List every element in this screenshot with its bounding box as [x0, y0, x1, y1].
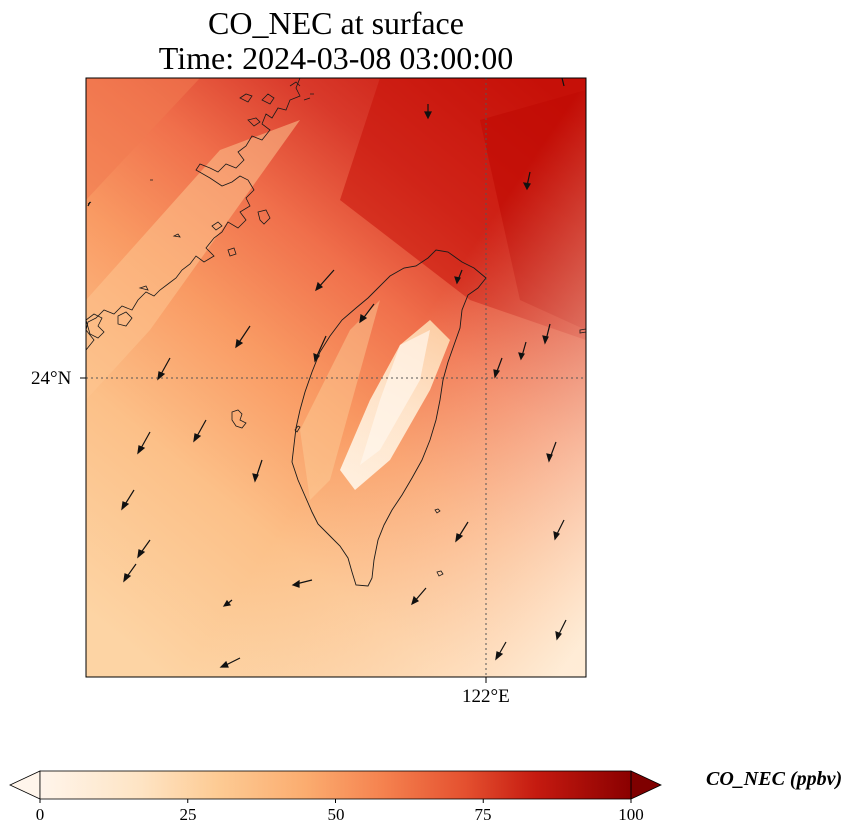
map-title-variable: CO_NEC at surface [208, 5, 464, 41]
wind-arrow [546, 441, 557, 463]
wind-arrow [553, 519, 565, 541]
wind-arrow [411, 587, 427, 606]
taiwan-coastline [291, 249, 487, 587]
wind-arrow [542, 323, 551, 345]
lat-tick-label: 24°N [31, 368, 72, 389]
wind-arrow [493, 357, 503, 379]
wind-arrow [87, 201, 91, 207]
colorbar-label: CO_NEC (ppbv) [706, 768, 843, 790]
wind-arrow [193, 419, 207, 443]
wind-arrow [315, 269, 335, 292]
wind-arrow [495, 641, 507, 661]
wind-arrow [291, 579, 313, 588]
wind-arrow [522, 171, 531, 191]
wind-arrow [424, 104, 432, 120]
map-title-time: Time: 2024-03-08 03:00:00 [158, 40, 514, 76]
colorbar-extend-max [630, 770, 662, 800]
wind-arrow [121, 489, 135, 511]
wind-arrow [222, 599, 233, 607]
china-coastline [86, 78, 301, 351]
colorbar-gradient [40, 771, 631, 799]
wind-arrow [561, 78, 565, 87]
wind-arrow [252, 459, 263, 483]
wind-arrow [555, 619, 567, 641]
map-field [86, 78, 586, 677]
colorbar-tick-label: 50 [327, 805, 345, 824]
wind-arrow [235, 325, 251, 349]
colorbar-tick-label: 0 [35, 805, 45, 824]
wind-arrow [137, 431, 151, 455]
wind-arrow [455, 521, 469, 543]
wind-arrow [313, 335, 327, 363]
colorbar-tick-label: 75 [474, 805, 492, 824]
wind-vectors [87, 78, 567, 668]
wind-arrow [123, 563, 137, 583]
wind-arrow [454, 269, 463, 285]
wind-arrow [157, 357, 171, 381]
wind-arrow [518, 341, 527, 361]
wind-arrow [137, 539, 151, 559]
colorbar-tick-label: 25 [179, 805, 197, 824]
wind-arrow [219, 657, 241, 668]
wind-arrow [359, 303, 375, 324]
colorbar-extend-min [9, 770, 41, 800]
colorbar [9, 770, 662, 803]
colorbar-tick-label: 100 [618, 805, 644, 824]
lon-tick-label: 122°E [462, 686, 510, 707]
